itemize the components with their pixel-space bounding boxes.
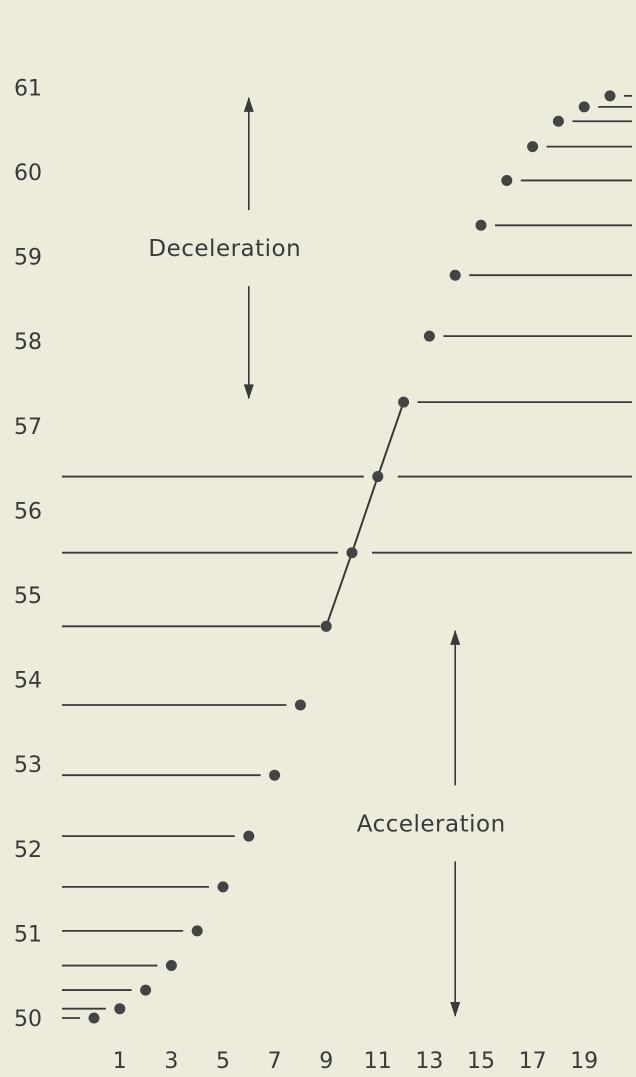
level-lines — [62, 94, 632, 1019]
data-point — [320, 620, 332, 632]
y-tick-label: 51 — [14, 922, 42, 947]
x-tick-label: 13 — [415, 1049, 443, 1074]
data-point — [604, 90, 616, 102]
y-tick-label: 58 — [14, 330, 42, 355]
annotation-deceleration: Deceleration — [148, 96, 301, 400]
y-tick-label: 59 — [14, 246, 42, 271]
y-tick-label: 61 — [14, 76, 42, 101]
y-tick-label: 52 — [14, 838, 42, 863]
arrowhead-down — [450, 1002, 461, 1017]
data-point — [578, 101, 590, 113]
y-tick-label: 60 — [14, 161, 42, 186]
data-point — [372, 471, 384, 483]
data-point — [114, 1003, 126, 1015]
data-point — [346, 547, 358, 559]
connector — [325, 401, 405, 627]
annotations: Deceleration Acceleration — [148, 96, 506, 1017]
x-axis-ticks: 1 3 5 7 9 11 13 15 17 19 — [113, 1049, 598, 1074]
y-tick-label: 50 — [14, 1007, 42, 1032]
data-point — [449, 269, 461, 281]
data-point — [243, 830, 255, 842]
annotation-acceleration: Acceleration — [357, 629, 506, 1017]
data-point — [217, 881, 229, 893]
y-tick-label: 53 — [14, 753, 42, 778]
data-point — [501, 174, 513, 186]
points — [88, 90, 616, 1024]
x-tick-label: 15 — [467, 1049, 495, 1074]
y-tick-label: 55 — [14, 584, 42, 609]
data-point — [398, 396, 410, 408]
x-tick-label: 19 — [570, 1049, 598, 1074]
data-point — [191, 925, 203, 937]
annotation-label: Deceleration — [148, 236, 301, 262]
data-point — [552, 115, 564, 127]
x-tick-label: 7 — [268, 1049, 282, 1074]
arrowhead-up — [450, 629, 461, 645]
data-point — [269, 769, 281, 781]
annotation-label: Acceleration — [357, 811, 506, 837]
x-tick-label: 17 — [519, 1049, 547, 1074]
data-point — [140, 984, 152, 996]
arrowhead-down — [243, 384, 254, 400]
x-tick-label: 1 — [113, 1049, 127, 1074]
data-point — [165, 960, 177, 972]
data-point — [527, 141, 539, 153]
connector-line — [325, 401, 405, 627]
data-point — [294, 699, 306, 711]
data-point — [475, 219, 487, 231]
y-tick-label: 56 — [14, 499, 42, 524]
data-point — [88, 1012, 100, 1024]
x-tick-label: 11 — [364, 1049, 392, 1074]
x-tick-label: 9 — [319, 1049, 333, 1074]
arrowhead-up — [243, 96, 254, 112]
y-tick-label: 57 — [14, 415, 42, 440]
y-axis-ticks: 50 51 52 53 54 55 56 57 58 59 60 61 — [14, 76, 42, 1032]
x-tick-label: 3 — [164, 1049, 178, 1074]
y-tick-label: 54 — [14, 669, 42, 694]
data-point — [423, 330, 435, 342]
x-tick-label: 5 — [216, 1049, 230, 1074]
